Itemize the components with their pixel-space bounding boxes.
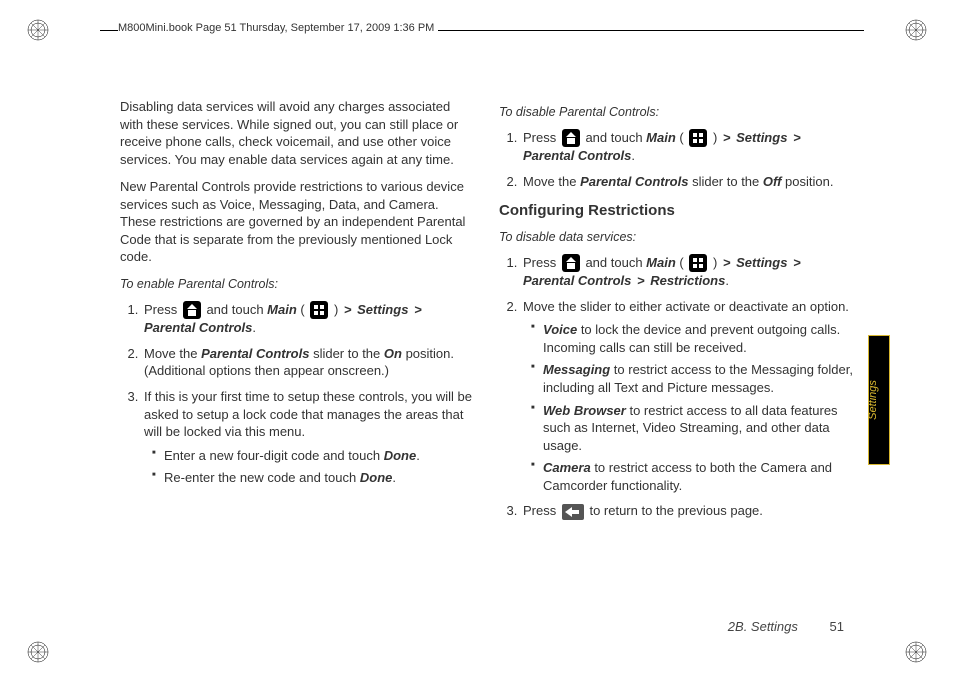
header-crop-text: M800Mini.book Page 51 Thursday, Septembe… — [118, 22, 438, 34]
footer-section: 2B. Settings — [728, 619, 798, 634]
enable-heading: To enable Parental Controls: — [120, 276, 475, 293]
intro-para-1: Disabling data services will avoid any c… — [120, 98, 475, 168]
restriction-steps: Press and touch Main ( ) > Settings > Pa… — [521, 254, 854, 520]
disable-heading: To disable Parental Controls: — [499, 104, 854, 121]
restriction-options: Voice to lock the device and prevent out… — [533, 321, 854, 494]
config-restrictions-heading: Configuring Restrictions — [499, 201, 854, 221]
gt-icon: > — [344, 302, 352, 317]
disable-steps: Press and touch Main ( ) > Settings > Pa… — [521, 129, 854, 191]
substep-reenter-code: Re-enter the new code and touch Done. — [154, 469, 475, 487]
page-content: Disabling data services will avoid any c… — [120, 98, 854, 592]
side-tab-label: Settings — [867, 380, 879, 420]
back-icon — [562, 504, 584, 520]
enable-substeps: Enter a new four-digit code and touch Do… — [154, 447, 475, 487]
restriction-step-1: Press and touch Main ( ) > Settings > Pa… — [521, 254, 854, 290]
crop-ornament-icon — [904, 640, 928, 664]
right-column: To disable Parental Controls: Press and … — [499, 98, 854, 592]
home-icon — [183, 301, 201, 319]
disable-data-heading: To disable data services: — [499, 229, 854, 246]
home-icon — [562, 254, 580, 272]
option-voice: Voice to lock the device and prevent out… — [533, 321, 854, 356]
section-side-tab: Settings — [868, 335, 890, 465]
footer-page-number: 51 — [830, 619, 844, 634]
home-icon — [562, 129, 580, 147]
crop-ornament-icon — [26, 640, 50, 664]
restriction-step-3: Press to return to the previous page. — [521, 502, 854, 520]
left-column: Disabling data services will avoid any c… — [120, 98, 475, 592]
enable-step-2: Move the Parental Controls slider to the… — [142, 345, 475, 380]
main-menu-icon — [310, 301, 328, 319]
disable-step-1: Press and touch Main ( ) > Settings > Pa… — [521, 129, 854, 165]
option-messaging: Messaging to restrict access to the Mess… — [533, 361, 854, 396]
restriction-step-2: Move the slider to either activate or de… — [521, 298, 854, 494]
crop-ornament-icon — [904, 18, 928, 42]
intro-para-2: New Parental Controls provide restrictio… — [120, 178, 475, 266]
option-camera: Camera to restrict access to both the Ca… — [533, 459, 854, 494]
crop-ornament-icon — [26, 18, 50, 42]
substep-enter-code: Enter a new four-digit code and touch Do… — [154, 447, 475, 465]
page-footer: 2B. Settings 51 — [728, 619, 844, 634]
disable-step-2: Move the Parental Controls slider to the… — [521, 173, 854, 191]
main-menu-icon — [689, 129, 707, 147]
enable-step-1: Press and touch Main ( ) > Settings > Pa… — [142, 301, 475, 337]
enable-step-3: If this is your first time to setup thes… — [142, 388, 475, 487]
main-menu-icon — [689, 254, 707, 272]
option-web-browser: Web Browser to restrict access to all da… — [533, 402, 854, 455]
enable-steps: Press and touch Main ( ) > Settings > Pa… — [142, 301, 475, 487]
